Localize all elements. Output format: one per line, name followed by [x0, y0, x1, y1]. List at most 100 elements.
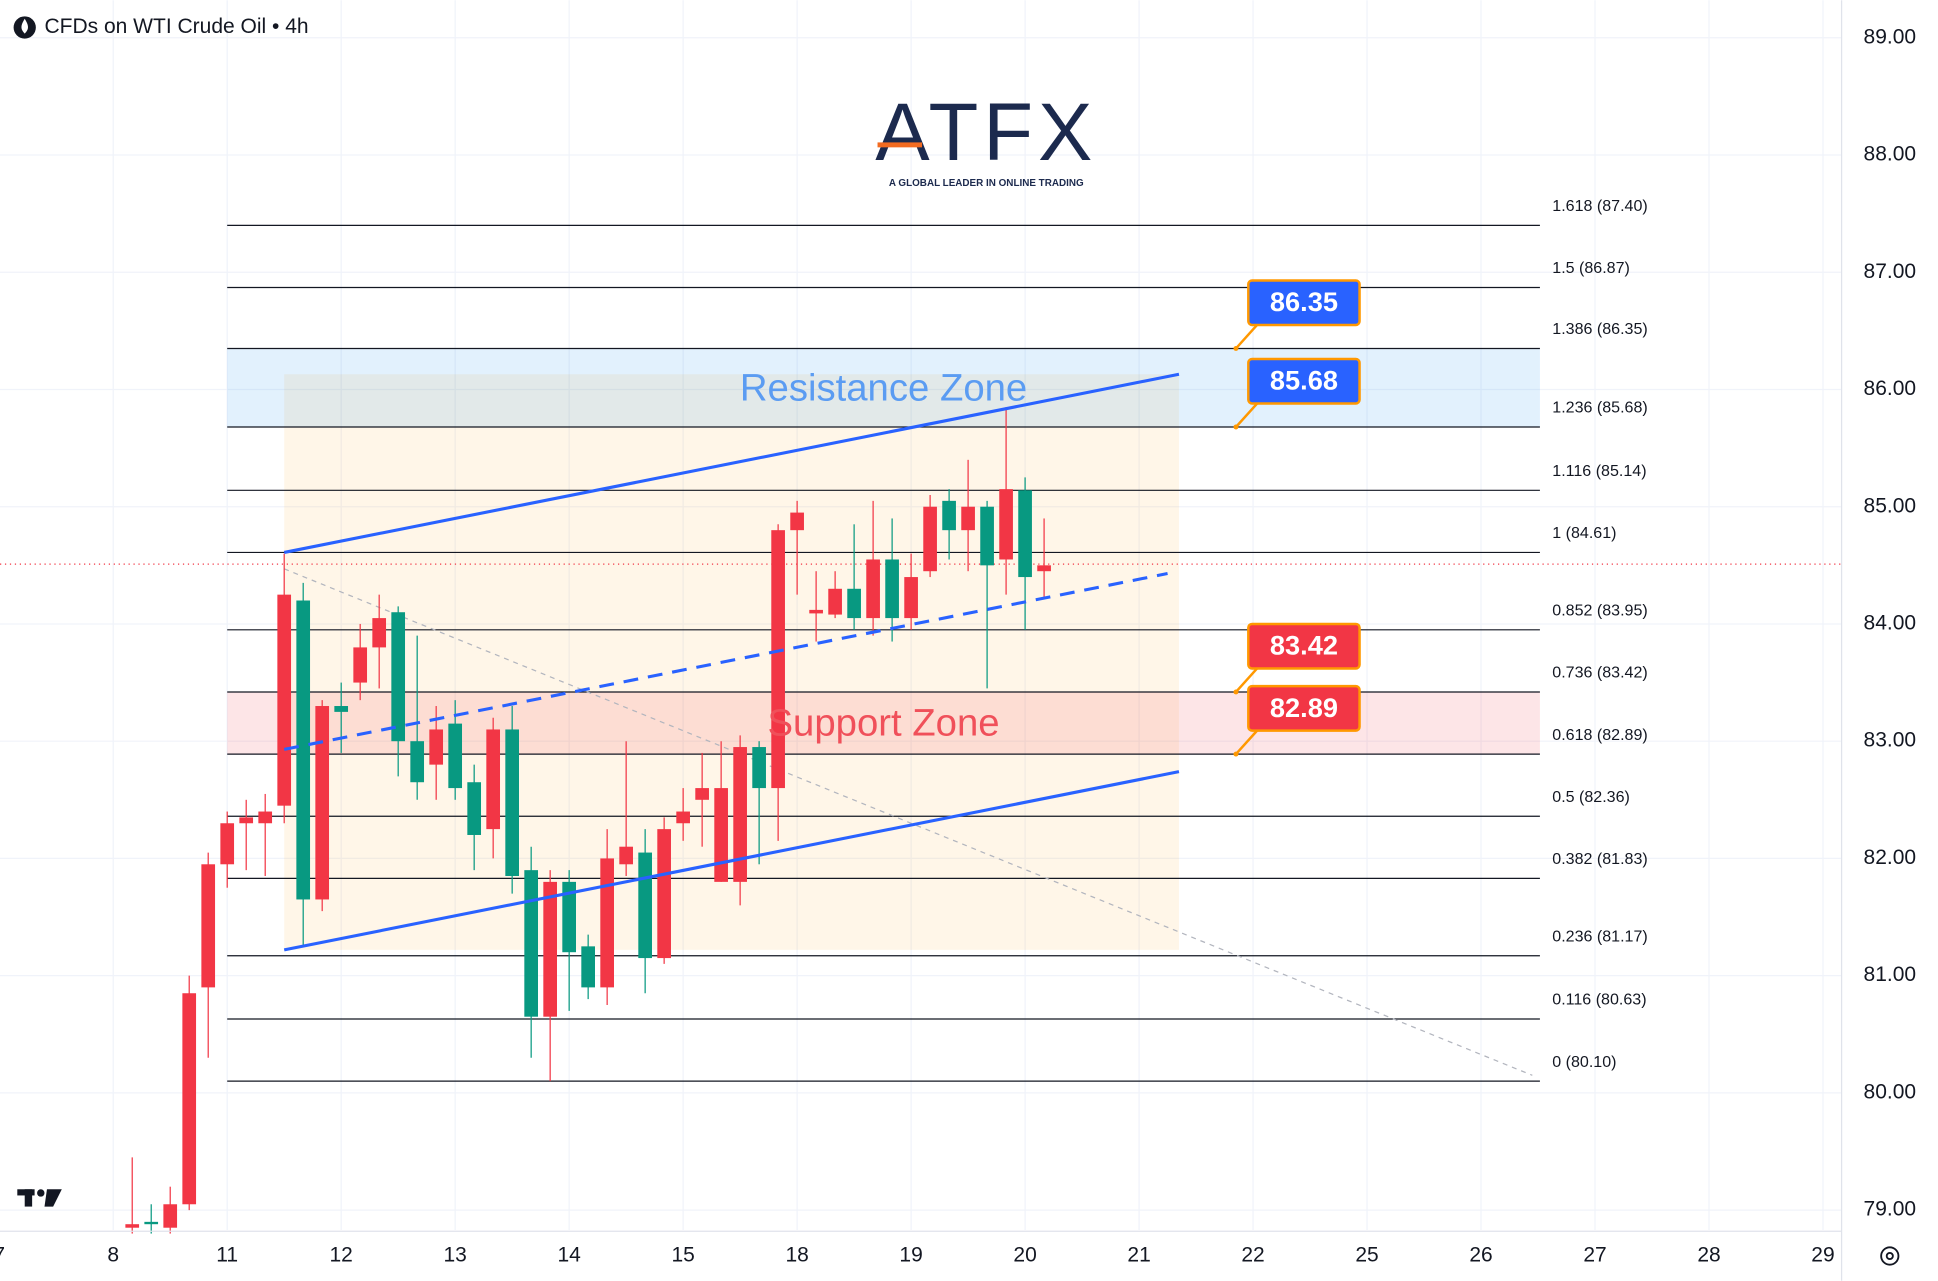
- candle-body: [980, 506, 994, 566]
- candle-body: [828, 588, 842, 615]
- price-tag-label: 86.35: [1270, 286, 1338, 317]
- chart-title: CFDs on WTI Crude Oil • 4h: [44, 15, 308, 38]
- candle-body: [353, 647, 368, 683]
- x-tick-label: 19: [899, 1244, 922, 1267]
- candles: [125, 407, 1051, 1234]
- price-tag-box: [1247, 279, 1361, 327]
- candle-body: [714, 788, 728, 882]
- candle-body: [752, 747, 766, 789]
- x-tick-label: 29: [1811, 1244, 1834, 1267]
- candle-body: [125, 1224, 140, 1228]
- x-tick-label: 12: [330, 1244, 353, 1267]
- fib-label: 1.236 (85.68): [1552, 399, 1647, 417]
- fib-label: 1.618 (87.40): [1552, 197, 1647, 215]
- price-tag-label: 82.89: [1270, 692, 1338, 723]
- fib-label: 0.618 (82.89): [1552, 726, 1647, 744]
- channel-fill: [284, 374, 1179, 950]
- candle-body: [923, 506, 937, 572]
- x-tick-label: 8: [107, 1244, 119, 1267]
- candle-body: [410, 741, 425, 783]
- x-tick-label: 20: [1013, 1244, 1036, 1267]
- candle-body: [733, 747, 747, 882]
- y-tick-label: 80.00: [1864, 1080, 1917, 1103]
- overlay: Resistance Zone Support Zone 86.35 85.68 83.…: [283, 279, 1361, 952]
- candle-body: [239, 817, 254, 824]
- candle-body: [372, 618, 387, 648]
- price-tag-box: [1247, 622, 1361, 670]
- grid: [0, 0, 1842, 1231]
- fib-label: 0.5 (82.36): [1552, 788, 1630, 806]
- logo-tagline: A GLOBAL LEADER IN ONLINE TRADING: [889, 178, 1084, 189]
- candle-body: [600, 858, 614, 988]
- candle-body: [391, 612, 406, 742]
- candle-body: [866, 559, 880, 619]
- price-tag-pointer: [1235, 666, 1260, 693]
- candle-body: [182, 993, 197, 1205]
- candle-body: [429, 729, 444, 765]
- candle-body: [220, 823, 235, 865]
- price-tag-pointer: [1235, 322, 1260, 350]
- candle-body: [277, 594, 292, 806]
- candle-body: [296, 600, 311, 900]
- fib-label: 0.236 (81.17): [1552, 927, 1647, 945]
- y-tick-label: 89.00: [1864, 25, 1917, 48]
- price-tag-anchor: [1233, 689, 1239, 695]
- candle-body: [695, 788, 709, 800]
- candle-body: [638, 852, 652, 959]
- fib-label: 1.386 (86.35): [1552, 320, 1647, 338]
- candle-body: [790, 512, 804, 531]
- price-tag-label: 85.68: [1270, 365, 1338, 396]
- zone-label: Resistance Zone: [740, 366, 1027, 409]
- candle-body: [676, 811, 690, 824]
- settings-icon[interactable]: [1880, 1246, 1900, 1266]
- candle-body: [524, 870, 539, 1017]
- candle-body: [486, 729, 501, 830]
- logo: ATFX A GLOBAL LEADER IN ONLINE TRADING: [875, 87, 1092, 189]
- logo-accent: [877, 142, 923, 148]
- channel-upper: [283, 372, 1180, 554]
- y-tick-label: 85.00: [1864, 494, 1917, 517]
- x-tick-label: 18: [785, 1244, 808, 1267]
- candle-body: [1037, 565, 1051, 572]
- candle-body: [163, 1204, 178, 1228]
- price-tag-box: [1247, 357, 1361, 405]
- x-tick-label: 27: [1583, 1244, 1606, 1267]
- x-tick-label: 21: [1127, 1244, 1150, 1267]
- price-tag-anchor: [1233, 345, 1239, 351]
- candle-body: [847, 588, 861, 619]
- fib-label: 1 (84.61): [1552, 524, 1616, 542]
- x-tick-label: 13: [443, 1244, 466, 1267]
- price-tag-pointer: [1235, 401, 1260, 428]
- candle-body: [961, 506, 975, 531]
- tradingview-logo: [17, 1189, 62, 1207]
- fib-label: 0 (80.10): [1552, 1053, 1616, 1071]
- x-tick-label: 7: [0, 1244, 5, 1267]
- y-tick-label: 79.00: [1864, 1198, 1917, 1221]
- axes: 79.00 80.00 81.00 82.00 83.00 84.00 85.00 86.00…: [0, 25, 1916, 1266]
- price-tag-pointer: [1235, 728, 1260, 755]
- candle-body: [619, 846, 633, 865]
- y-tick-label: 81.00: [1864, 963, 1917, 986]
- candle-body: [467, 782, 482, 835]
- x-tick-label: 15: [671, 1244, 694, 1267]
- x-tick-label: 26: [1469, 1244, 1492, 1267]
- candle-body: [581, 946, 595, 988]
- y-tick-label: 86.00: [1864, 377, 1917, 400]
- fib-label: 0.382 (81.83): [1552, 850, 1647, 868]
- price-tag-anchor: [1233, 751, 1239, 757]
- price-tag-box: [1247, 684, 1361, 732]
- fib-label: 0.852 (83.95): [1552, 602, 1647, 620]
- channel-lower: [283, 770, 1180, 952]
- y-tick-label: 82.00: [1864, 846, 1917, 869]
- fib-label: 1.5 (86.87): [1552, 259, 1630, 277]
- candle-body: [258, 811, 273, 824]
- x-tick-label: 25: [1355, 1244, 1378, 1267]
- x-tick-label: 28: [1697, 1244, 1720, 1267]
- fib-label: 0.736 (83.42): [1552, 664, 1647, 682]
- candle-body: [904, 577, 918, 619]
- fib-label: 1.116 (85.14): [1552, 462, 1646, 480]
- fib-label: 0.116 (80.63): [1552, 991, 1646, 1009]
- candle-body: [1018, 490, 1032, 578]
